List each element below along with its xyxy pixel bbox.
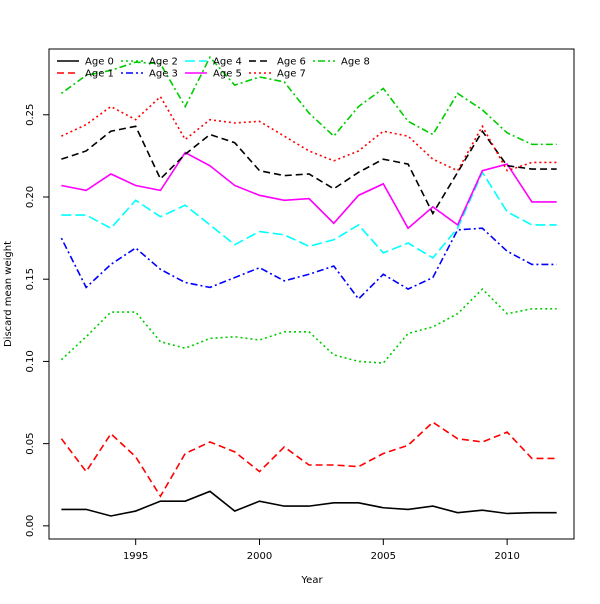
series-line-age-2: [60, 287, 557, 364]
series-line-age-1: [60, 421, 557, 498]
x-tick-label-1995: 1995: [123, 551, 148, 562]
plot-frame: [48, 48, 575, 540]
series-line-age-4: [61, 170, 557, 259]
legend-label-4: Age 4: [213, 57, 242, 68]
series-line-age-8: [60, 55, 557, 146]
series-layer: [60, 55, 557, 517]
series-line-age-0: [61, 490, 557, 517]
x-tick-label-2010: 2010: [494, 551, 519, 562]
legend-label-6: Age 6: [277, 57, 306, 68]
legend-label-7: Age 7: [277, 69, 306, 80]
legend-label-0: Age 0: [85, 57, 114, 68]
series-line-age-3: [60, 227, 557, 301]
y-tick-label-3: 0.15: [25, 268, 36, 290]
x-axis: 1995 2000 2005 2010: [123, 539, 520, 562]
legend-label-1: Age 1: [85, 69, 114, 80]
y-axis-label: Discard mean weight: [3, 241, 14, 347]
x-axis-label: Year: [300, 575, 323, 586]
series-line-age-6: [61, 125, 557, 216]
legend-label-3: Age 3: [149, 69, 178, 80]
y-tick-label-1: 0.05: [25, 432, 36, 454]
y-tick-label-0: 0.00: [25, 515, 36, 537]
legend-label-2: Age 2: [149, 57, 178, 68]
y-axis: 0.00 0.05 0.10 0.15 0.20 0.25: [25, 104, 49, 537]
series-line-age-5: [61, 151, 557, 230]
y-tick-label-4: 0.20: [25, 186, 36, 208]
y-tick-label-2: 0.10: [25, 350, 36, 372]
x-tick-label-2000: 2000: [247, 551, 272, 562]
legend-label-8: Age 8: [341, 57, 370, 68]
legend-label-5: Age 5: [213, 69, 242, 80]
x-tick-label-2005: 2005: [371, 551, 396, 562]
y-tick-label-5: 0.25: [25, 104, 36, 126]
series-line-age-7: [61, 95, 557, 172]
